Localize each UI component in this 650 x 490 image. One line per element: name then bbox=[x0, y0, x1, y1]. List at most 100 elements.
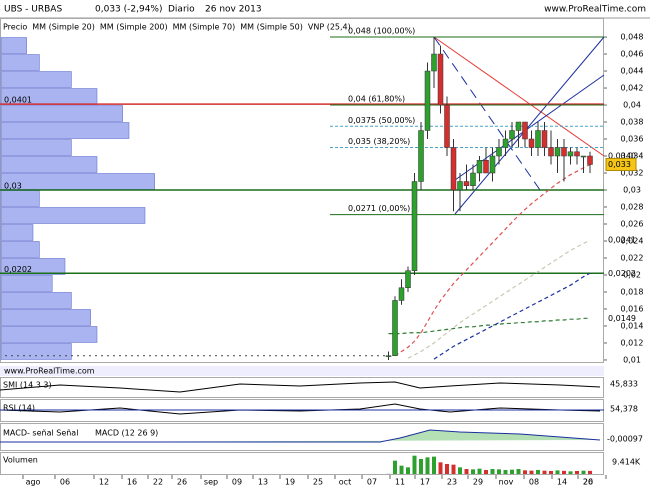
candle-body bbox=[574, 151, 580, 157]
level-label: 0,0401 bbox=[4, 96, 32, 105]
panels bbox=[0, 377, 604, 475]
x-tick-label: 09 bbox=[232, 478, 242, 487]
volume-bar bbox=[451, 464, 456, 474]
y-tick-label: 0,018 bbox=[621, 287, 644, 296]
site: www.ProRealTime.com bbox=[544, 5, 646, 15]
moving-average bbox=[388, 317, 590, 335]
fib-label: 0,035 (38,20%) bbox=[348, 137, 410, 146]
x-tick-label: 23 bbox=[447, 478, 457, 487]
volume-bar bbox=[497, 469, 501, 474]
x-tick-label: 20 bbox=[583, 478, 593, 487]
candle-body bbox=[424, 70, 431, 131]
volume-bar bbox=[477, 468, 482, 474]
x-tick-label: 14 bbox=[557, 478, 567, 487]
volume-bar bbox=[464, 469, 469, 474]
panel bbox=[0, 452, 604, 475]
candle-body bbox=[437, 53, 444, 106]
volume-bar bbox=[516, 469, 521, 474]
x-tick-label: 16 bbox=[127, 478, 137, 487]
candle-body bbox=[470, 172, 476, 187]
volume-profile-bar bbox=[0, 258, 66, 275]
x-tick-label: 26 bbox=[177, 478, 187, 487]
y-tick-label: 0,032 bbox=[621, 169, 644, 178]
y-tick-label: 0,048 bbox=[621, 33, 644, 42]
fib-label: 0,048 (100,00%) bbox=[348, 27, 415, 36]
candle-body bbox=[463, 181, 470, 187]
volume-profile-bar bbox=[0, 292, 72, 309]
volume-bar bbox=[542, 470, 547, 474]
volume-bar bbox=[406, 467, 410, 474]
channel-line bbox=[454, 36, 605, 215]
y-tick-label: 0,044 bbox=[621, 67, 644, 76]
volume-bar bbox=[581, 470, 586, 474]
volume-profile-bar bbox=[0, 309, 91, 326]
y-tick-label: 0,034 bbox=[621, 152, 644, 161]
macd-name: MACD (12 26 9) bbox=[95, 429, 158, 438]
candle-body bbox=[444, 104, 450, 148]
volume-bar bbox=[425, 457, 430, 474]
x-tick-label: 19 bbox=[285, 478, 295, 487]
x-tick-label: ago bbox=[26, 478, 41, 487]
rsi-value: 54,378 bbox=[610, 405, 638, 414]
volume-bar bbox=[562, 470, 566, 474]
volume-profile-bar bbox=[0, 343, 72, 360]
smi-line bbox=[0, 381, 601, 393]
x-tick-label: 08 bbox=[529, 478, 539, 487]
volume-bar bbox=[458, 467, 462, 474]
x-tick-label: 25 bbox=[313, 478, 323, 487]
volume-bar bbox=[419, 459, 423, 474]
candle-body bbox=[567, 151, 574, 157]
x-tick-label: 13 bbox=[258, 478, 268, 487]
rsi-label: RSI (14) bbox=[3, 404, 35, 413]
volume-profile-bar bbox=[0, 139, 72, 156]
candle-body bbox=[554, 147, 561, 157]
candle-body bbox=[483, 160, 489, 174]
macd-area bbox=[0, 429, 601, 443]
candle-body bbox=[457, 181, 463, 191]
y-tick-label: 0,024 bbox=[621, 236, 644, 245]
x-tick-label: 11 bbox=[395, 478, 405, 487]
candle-body bbox=[398, 287, 405, 301]
volume-label: Volumen bbox=[3, 456, 38, 465]
volume-bar bbox=[484, 470, 488, 474]
title: UBS - URBAS bbox=[4, 5, 62, 15]
candle-body bbox=[548, 147, 554, 157]
x-tick-label: 26 bbox=[583, 478, 593, 487]
x-tick-label: 17 bbox=[420, 478, 430, 487]
candle-body bbox=[528, 138, 535, 148]
legend-entry: VNP (25,4) bbox=[308, 23, 351, 32]
volume-profile-bar bbox=[0, 275, 53, 292]
volume-bar bbox=[438, 462, 443, 474]
volume-bar bbox=[399, 465, 404, 474]
fib-label: 0,0375 (50,00%) bbox=[348, 116, 415, 125]
volume-profile-bar bbox=[0, 190, 40, 207]
y-tick-label: 0,014 bbox=[621, 321, 644, 330]
volume-bar bbox=[555, 470, 560, 474]
volume-bar bbox=[432, 456, 436, 474]
fib-label: 0,0271 (0,00%) bbox=[348, 204, 410, 213]
volume-bar bbox=[445, 464, 449, 474]
candle-body bbox=[411, 181, 418, 271]
y-tick-label: 0,01 bbox=[623, 355, 641, 364]
candle-body bbox=[535, 130, 541, 148]
volume-bar bbox=[471, 469, 475, 474]
moving-average bbox=[433, 272, 591, 360]
fib-label: 0,04 (61,80%) bbox=[348, 95, 405, 104]
period: Diario bbox=[168, 5, 195, 15]
right-label: 0,033 bbox=[608, 160, 631, 169]
moving-average bbox=[407, 239, 591, 359]
volume-profile-bar bbox=[0, 71, 72, 88]
panel bbox=[0, 423, 604, 451]
candle-body bbox=[509, 130, 515, 140]
legend-entry: MM (Simple 20) bbox=[32, 23, 95, 32]
volume-bar bbox=[510, 469, 514, 474]
candle-body bbox=[522, 121, 528, 140]
candle-body bbox=[541, 130, 548, 148]
x-tick-label: 22 bbox=[153, 478, 163, 487]
y-tick-label: 0,016 bbox=[621, 304, 644, 313]
price-box bbox=[605, 158, 637, 172]
legend-entry: MM (Simple 200) bbox=[100, 23, 168, 32]
volume-profile-bar bbox=[0, 54, 40, 71]
